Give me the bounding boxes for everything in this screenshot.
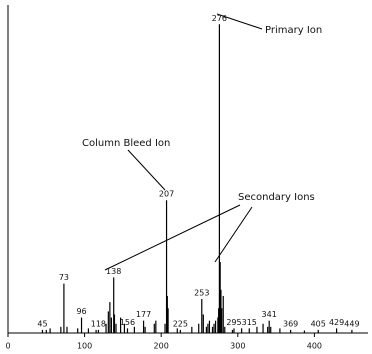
annotation-lines bbox=[104, 13, 263, 271]
peak-label: 295 bbox=[226, 318, 241, 327]
peak-label: 118 bbox=[91, 319, 106, 328]
peak-label: 253 bbox=[194, 289, 209, 298]
peak-label: 138 bbox=[106, 267, 121, 276]
x-tick-label: 400 bbox=[307, 342, 322, 351]
x-tick-label: 100 bbox=[77, 342, 92, 351]
peak-label: 156 bbox=[120, 318, 135, 327]
peak-label: 177 bbox=[136, 310, 151, 319]
peak-label: 276 bbox=[212, 14, 227, 23]
x-tick-label: 0 bbox=[5, 342, 10, 351]
x-tick-label: 300 bbox=[230, 342, 245, 351]
pointer bbox=[104, 204, 241, 271]
annotation: Secondary Ions bbox=[238, 192, 315, 203]
pointer bbox=[216, 13, 263, 30]
peak-label: 405 bbox=[311, 319, 326, 328]
x-tick-label: 200 bbox=[154, 342, 169, 351]
peak-label: 207 bbox=[159, 190, 174, 199]
annotation: Primary Ion bbox=[265, 25, 322, 36]
peak-label: 429 bbox=[329, 318, 344, 327]
peak-label: 96 bbox=[76, 307, 86, 316]
peak-label: 315 bbox=[242, 318, 257, 327]
peak-label: 341 bbox=[262, 310, 277, 319]
pointer bbox=[214, 206, 253, 263]
peak-label: 225 bbox=[173, 319, 188, 328]
peak-label: 369 bbox=[283, 319, 298, 328]
pointer bbox=[127, 149, 166, 191]
peak-label: 73 bbox=[59, 273, 69, 282]
peak-label: 449 bbox=[344, 319, 359, 328]
annotation: Column Bleed Ion bbox=[82, 138, 170, 149]
peak-label: 45 bbox=[37, 319, 47, 328]
